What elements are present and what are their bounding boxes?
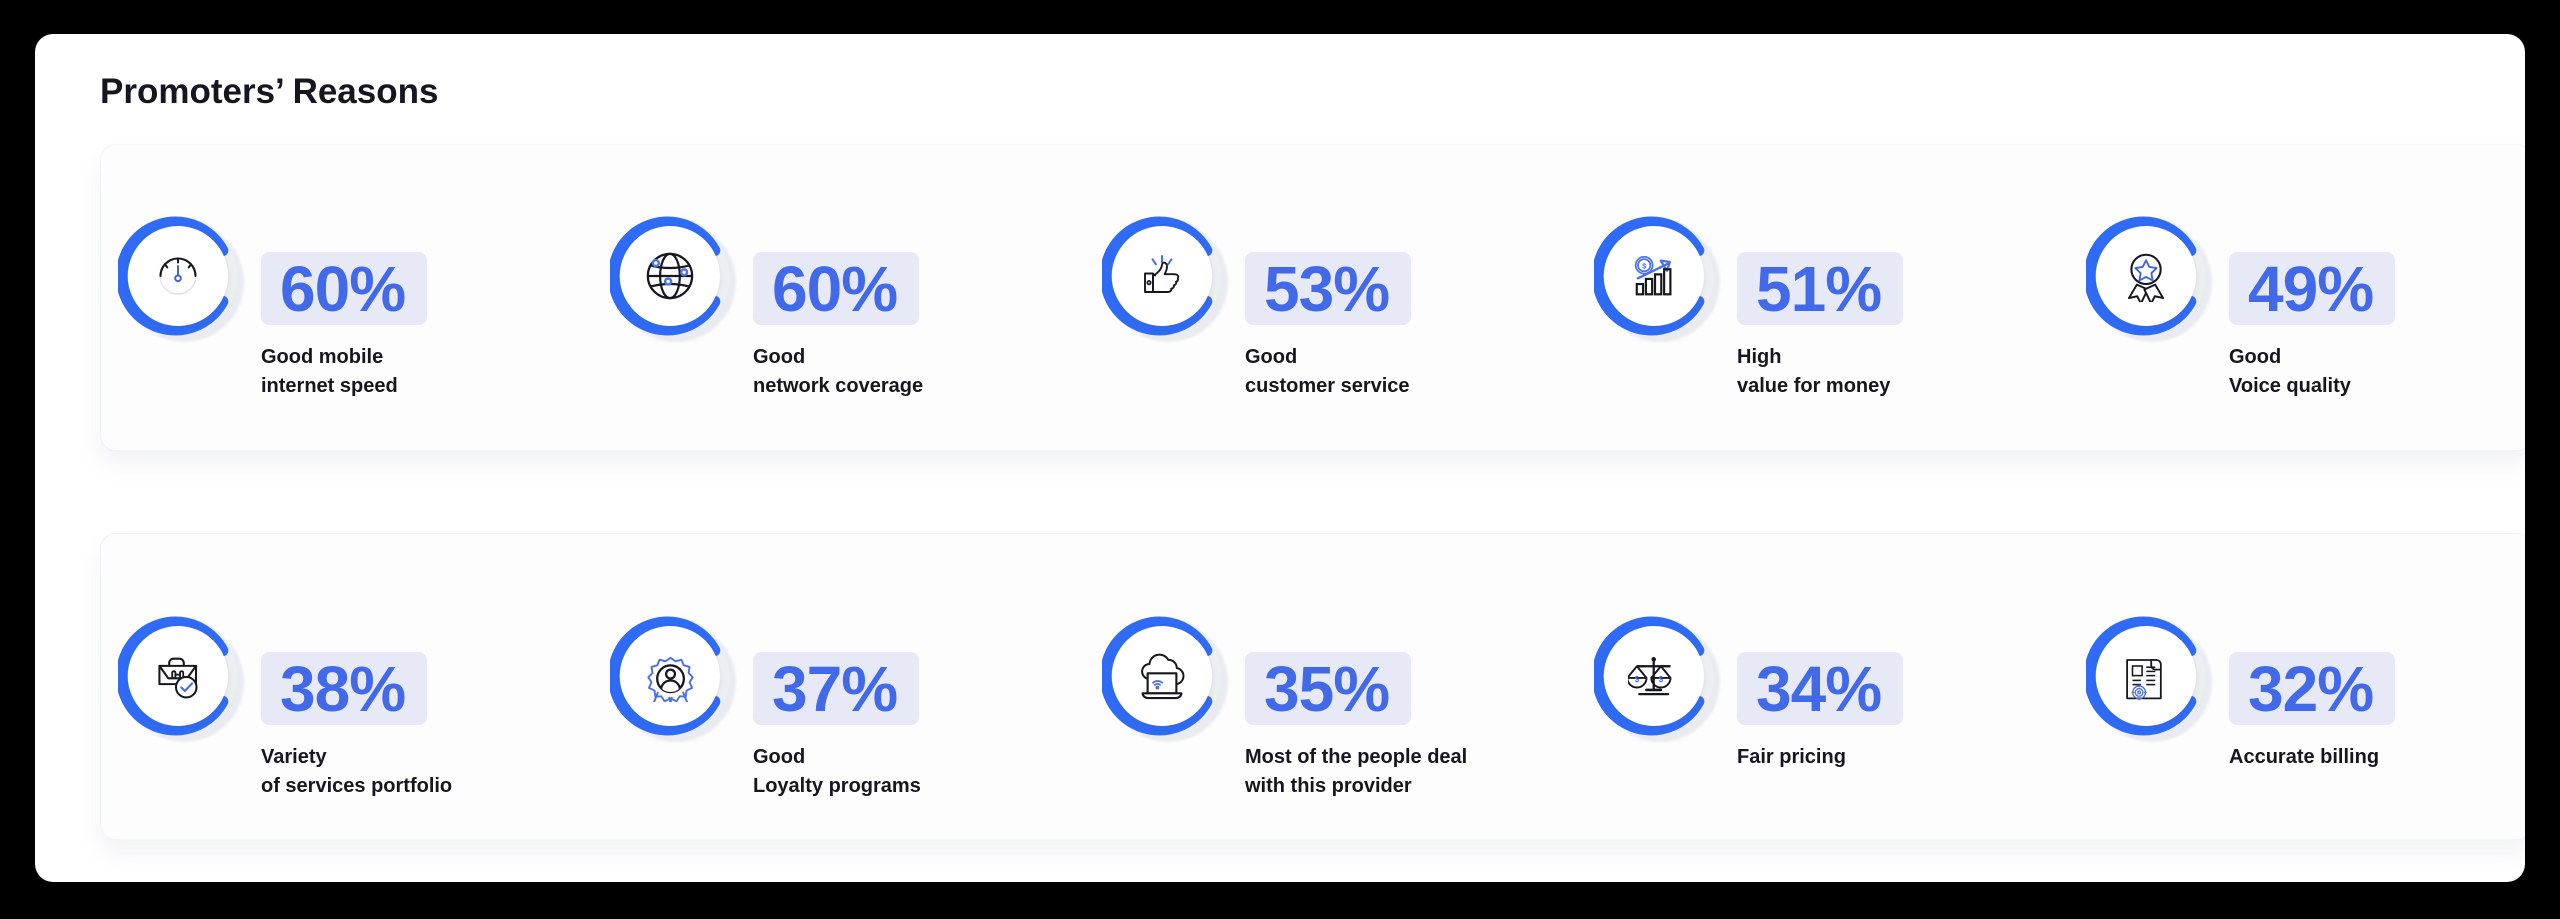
svg-text:$: $ bbox=[1642, 261, 1647, 270]
svg-text:$: $ bbox=[1659, 675, 1664, 684]
svg-text:$: $ bbox=[1635, 675, 1640, 684]
